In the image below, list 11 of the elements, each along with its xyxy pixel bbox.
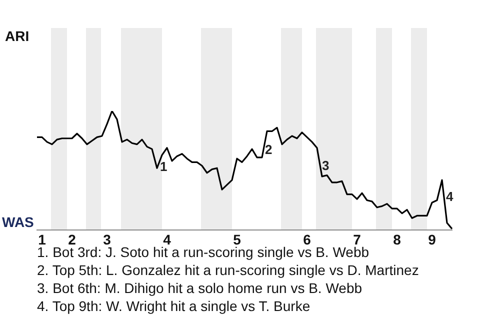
annotation: 4 [446, 189, 454, 204]
annotation: 3 [322, 158, 330, 173]
x-tick-label: 8 [393, 231, 402, 248]
text: ARI [5, 28, 30, 44]
text: 3. Bot 6th: M. Dihigo hit a solo home run vs B. Webb [37, 279, 364, 297]
text: 4. Top 9th: W. Wright hit a single vs T. Burke [37, 297, 312, 315]
x-tick-label: 9 [428, 231, 436, 248]
text: 2. Top 5th: L. Gonzalez hit a run-scoring single vs D. Martinez [37, 261, 419, 279]
annotation: 1 [160, 159, 168, 174]
text: WAS [2, 214, 34, 230]
annotation: 2 [265, 142, 272, 157]
